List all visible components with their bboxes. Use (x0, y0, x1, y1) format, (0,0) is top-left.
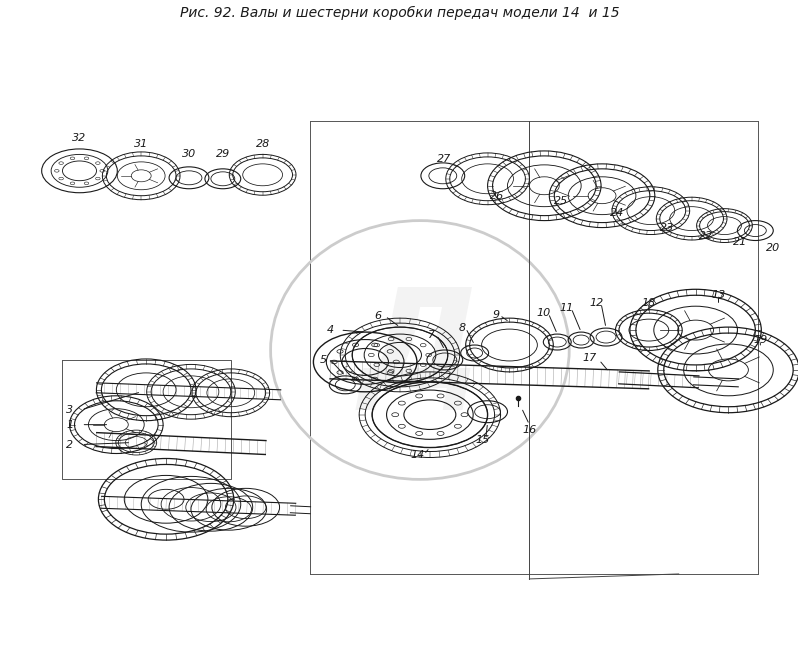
Text: 30: 30 (182, 149, 196, 159)
Text: 17: 17 (582, 353, 596, 363)
Text: 1: 1 (66, 420, 73, 430)
Text: 20: 20 (766, 244, 780, 253)
Text: 10: 10 (536, 308, 550, 318)
Text: 9: 9 (493, 310, 500, 320)
Text: Д: Д (358, 283, 482, 417)
Text: 11: 11 (559, 303, 574, 313)
Text: 21: 21 (734, 238, 747, 248)
Text: 18: 18 (642, 298, 656, 308)
Text: 2: 2 (66, 439, 73, 450)
Text: 7: 7 (428, 330, 435, 340)
Text: 29: 29 (216, 149, 230, 159)
Text: 24: 24 (610, 207, 624, 218)
Text: 14: 14 (410, 450, 425, 459)
Text: 12: 12 (589, 298, 603, 308)
Text: 22: 22 (699, 231, 714, 240)
Text: 27: 27 (437, 154, 451, 164)
Text: 25: 25 (554, 196, 568, 205)
Text: 28: 28 (255, 139, 270, 149)
Text: 32: 32 (72, 133, 86, 143)
Text: 16: 16 (522, 424, 537, 435)
Text: 19: 19 (753, 335, 767, 345)
Text: 31: 31 (134, 139, 148, 149)
Text: 5: 5 (320, 355, 327, 365)
Text: 8: 8 (458, 323, 466, 333)
Text: 15: 15 (475, 435, 490, 445)
Text: 13: 13 (711, 290, 726, 300)
Text: 3: 3 (66, 405, 73, 415)
Text: 6: 6 (374, 311, 382, 321)
Text: 26: 26 (490, 191, 505, 201)
Text: 23: 23 (660, 222, 674, 233)
Text: Рис. 92. Валы и шестерни коробки передач модели 14  и 15: Рис. 92. Валы и шестерни коробки передач… (180, 5, 620, 19)
Text: 4: 4 (326, 325, 334, 335)
